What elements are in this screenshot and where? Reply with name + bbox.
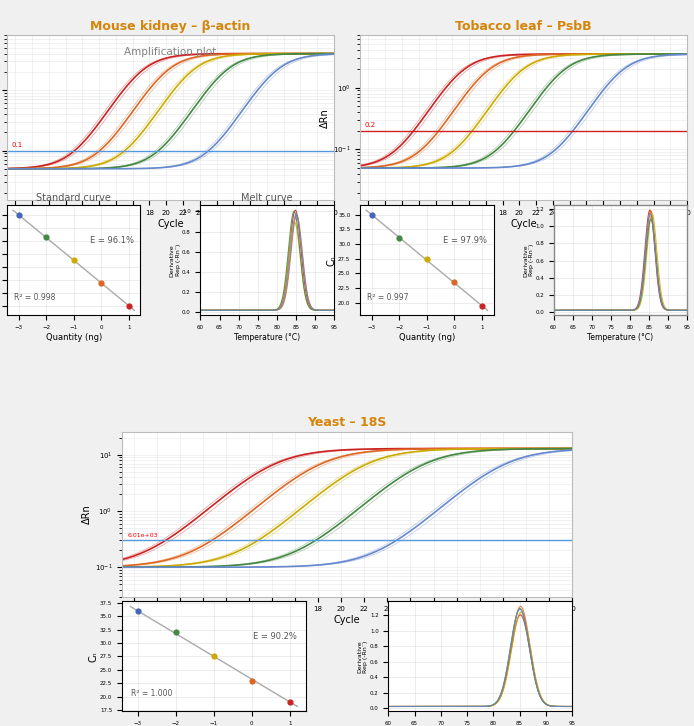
Y-axis label: Derivative
Rep (-Rn⁻): Derivative Rep (-Rn⁻) — [523, 244, 534, 277]
Point — [40, 232, 51, 243]
Point — [421, 253, 432, 264]
X-axis label: Temperature (°C): Temperature (°C) — [234, 333, 301, 342]
Text: 6.01e+03: 6.01e+03 — [128, 533, 158, 538]
X-axis label: Quantity (ng): Quantity (ng) — [398, 333, 455, 342]
Y-axis label: Derivative
Rep (-Rn⁻): Derivative Rep (-Rn⁻) — [170, 244, 180, 277]
Text: 0.2: 0.2 — [364, 122, 375, 129]
Point — [246, 674, 257, 686]
Text: R² = 1.000: R² = 1.000 — [131, 689, 173, 698]
Title: Standard curve: Standard curve — [36, 193, 111, 203]
Text: Amplification plot: Amplification plot — [124, 47, 217, 57]
Text: Mouse kidney – β-actin: Mouse kidney – β-actin — [90, 20, 251, 33]
Point — [284, 696, 295, 708]
Point — [96, 277, 107, 289]
X-axis label: Cycle: Cycle — [157, 219, 184, 229]
Text: Yeast – 18S: Yeast – 18S — [307, 416, 387, 429]
Text: R² = 0.997: R² = 0.997 — [366, 293, 408, 302]
Point — [476, 300, 487, 311]
Point — [170, 627, 181, 638]
Y-axis label: Cₙ: Cₙ — [327, 255, 337, 266]
Text: E = 90.2%: E = 90.2% — [253, 632, 296, 641]
Text: E = 96.1%: E = 96.1% — [90, 236, 134, 245]
Title: Melt curve: Melt curve — [242, 193, 293, 203]
Text: Tobacco leaf – PsbB: Tobacco leaf – PsbB — [455, 20, 592, 33]
Point — [449, 277, 460, 288]
Point — [208, 650, 219, 662]
Point — [124, 300, 135, 311]
Text: R² = 0.998: R² = 0.998 — [14, 293, 55, 302]
Point — [68, 254, 79, 266]
Point — [366, 209, 378, 221]
Y-axis label: ΔRn: ΔRn — [320, 108, 330, 128]
Point — [393, 232, 405, 244]
Y-axis label: Cₙ: Cₙ — [89, 651, 99, 662]
Text: 0.1: 0.1 — [11, 142, 22, 148]
Y-axis label: Derivative
Rep (-Rn⁻): Derivative Rep (-Rn⁻) — [357, 640, 369, 673]
X-axis label: Temperature (°C): Temperature (°C) — [587, 333, 653, 342]
Point — [133, 605, 144, 617]
X-axis label: Cycle: Cycle — [334, 615, 360, 625]
Point — [13, 209, 24, 221]
Y-axis label: ΔRn: ΔRn — [82, 505, 92, 524]
Text: E = 97.9%: E = 97.9% — [443, 236, 487, 245]
X-axis label: Quantity (ng): Quantity (ng) — [46, 333, 102, 342]
X-axis label: Cycle: Cycle — [510, 219, 537, 229]
